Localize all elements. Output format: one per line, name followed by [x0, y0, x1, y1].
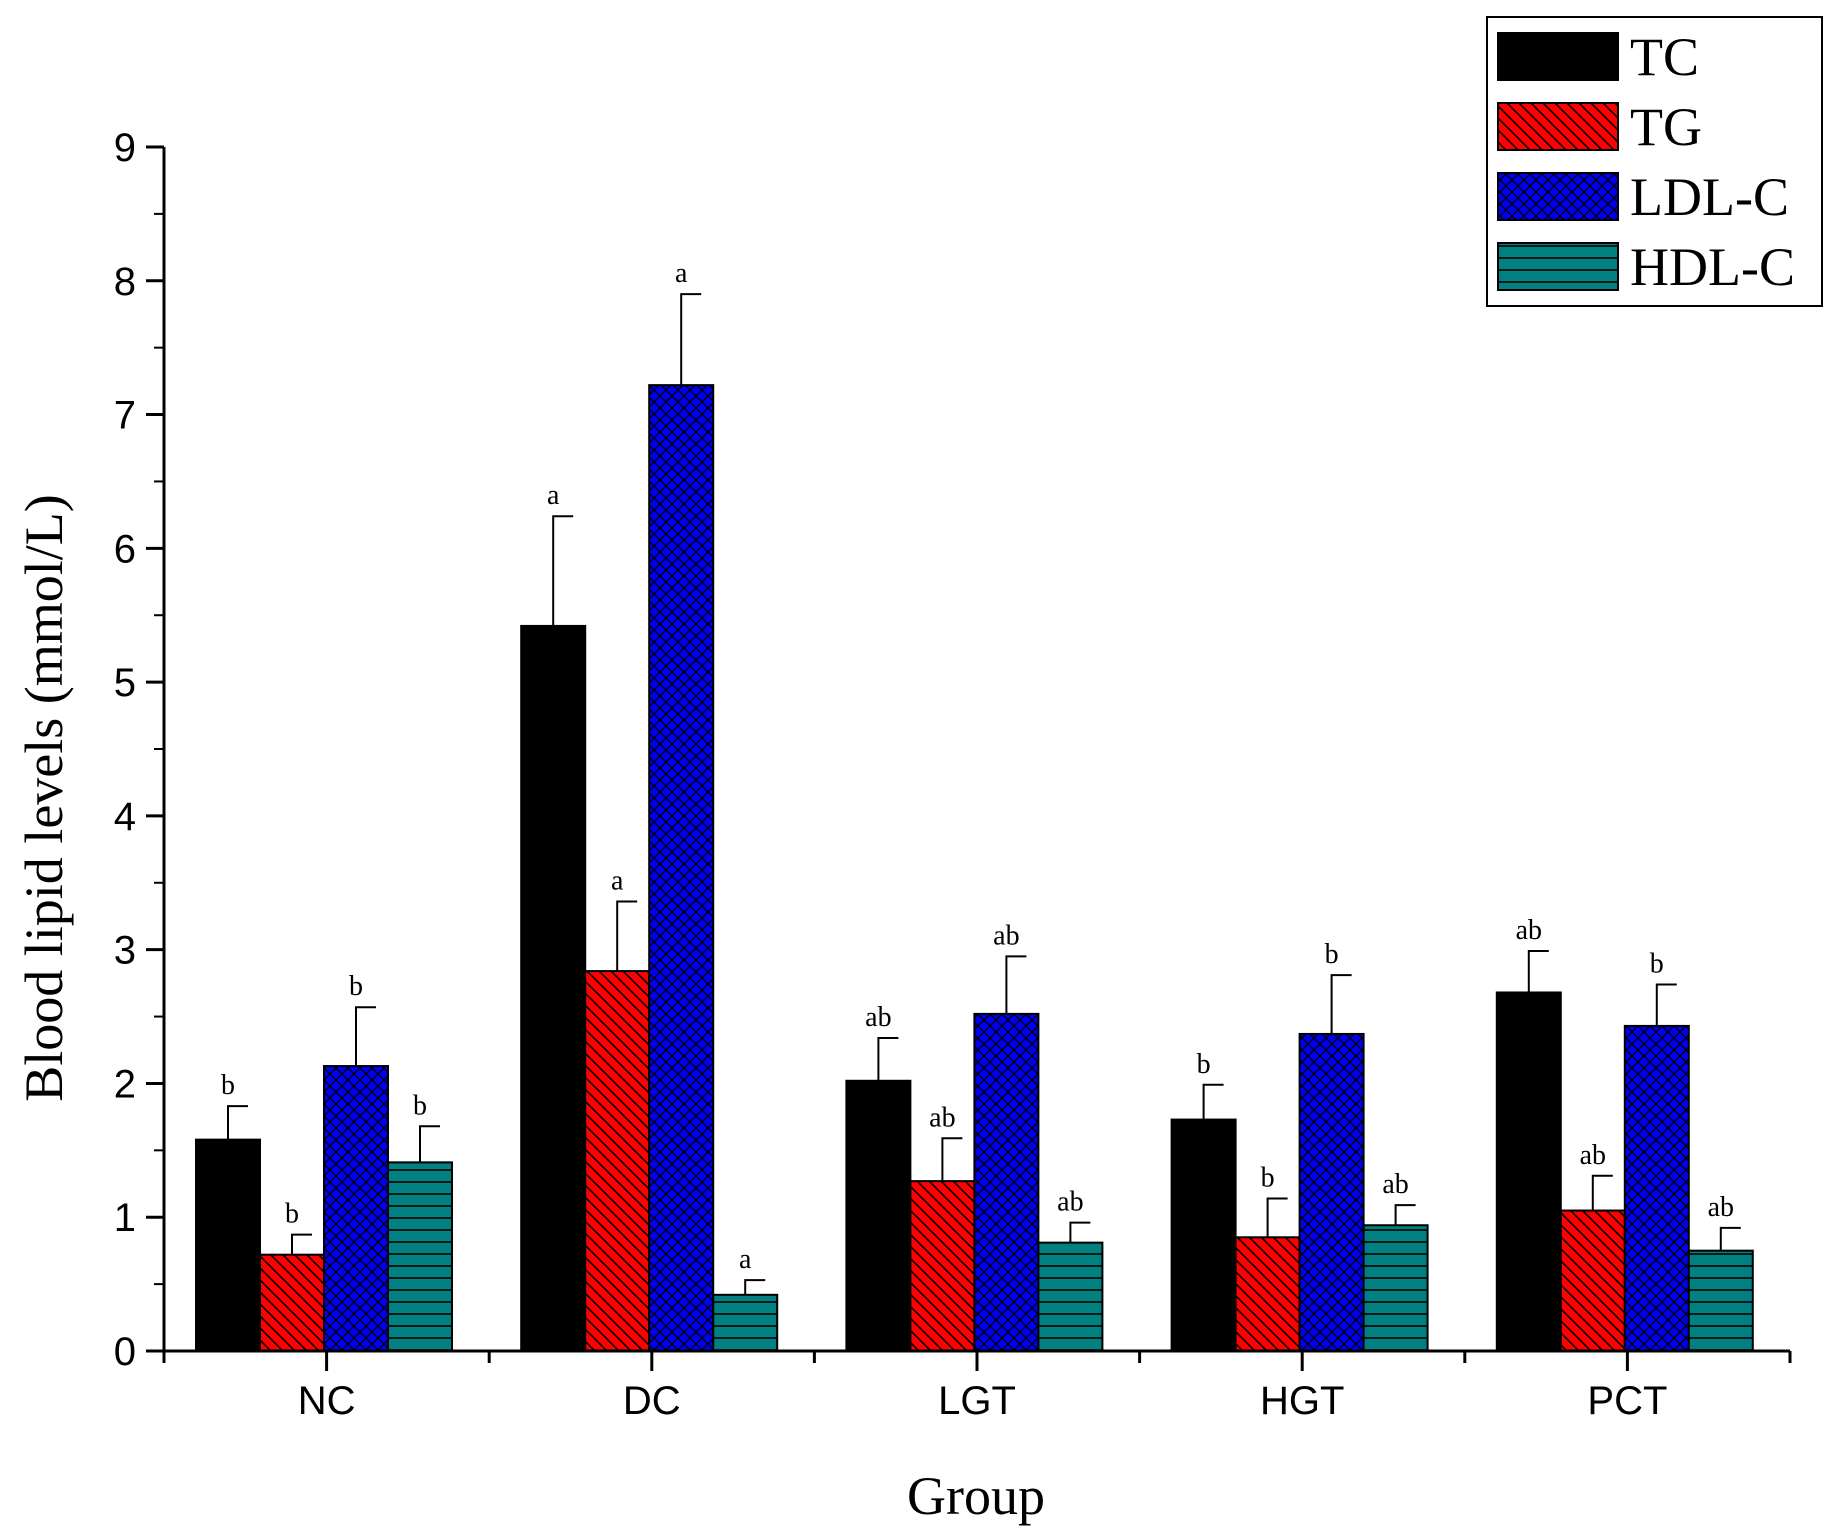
x-tick-label-lgt: LGT	[938, 1379, 1016, 1423]
y-tick-label-8: 8	[114, 260, 136, 304]
sig-label-nc-ldl-c: b	[349, 971, 363, 1002]
error-bar-dc-hdl-c	[744, 1279, 766, 1295]
y-tick-label-5: 5	[114, 661, 136, 705]
bar-hgt-tc	[1170, 1118, 1237, 1353]
legend: TC TG LDL-C HDL-C	[1486, 16, 1823, 307]
sig-label-dc-tc: a	[547, 480, 560, 511]
bar-lgt-ldl-c	[973, 1012, 1040, 1352]
sig-label-lgt-ldl-c: ab	[993, 920, 1019, 951]
legend-label-tc: TC	[1630, 27, 1699, 87]
bar-hgt-hdl-c	[1362, 1224, 1429, 1353]
bar-pct-tg	[1559, 1209, 1626, 1352]
error-bar-dc-tg	[616, 900, 638, 972]
error-bar-lgt-tg	[941, 1137, 963, 1182]
y-tick-label-7: 7	[114, 394, 136, 438]
y-tick-label-9: 9	[114, 126, 136, 170]
x-tick-label-nc: NC	[298, 1379, 356, 1423]
sig-label-lgt-tc: ab	[865, 1002, 891, 1033]
sig-label-pct-tc: ab	[1516, 915, 1542, 946]
bar-nc-tc	[195, 1138, 261, 1352]
bar-lgt-tg	[909, 1180, 976, 1352]
bar-hgt-ldl-c	[1298, 1032, 1365, 1352]
bar-nc-tg	[259, 1253, 325, 1353]
sig-label-dc-tg: a	[611, 866, 624, 897]
bar-nc-hdl-c	[387, 1161, 453, 1352]
error-bar-lgt-hdl-c	[1069, 1221, 1091, 1243]
bar-lgt-tc	[845, 1079, 912, 1353]
y-tick-label-1: 1	[114, 1196, 136, 1240]
sig-label-hgt-hdl-c: ab	[1382, 1169, 1408, 1200]
legend-swatch-ldl-c	[1497, 172, 1619, 221]
sig-label-lgt-hdl-c: ab	[1057, 1187, 1083, 1218]
x-tick-label-hgt: HGT	[1260, 1379, 1344, 1423]
error-bar-hgt-ldl-c	[1330, 974, 1352, 1034]
x-axis-title: Group	[907, 1466, 1045, 1526]
legend-label-tg: TG	[1630, 97, 1702, 157]
legend-swatch-tc	[1497, 32, 1619, 81]
x-tick-label-dc: DC	[623, 1379, 681, 1423]
sig-label-pct-hdl-c: ab	[1708, 1192, 1734, 1223]
y-tick-label-3: 3	[114, 929, 136, 973]
error-bar-hgt-hdl-c	[1394, 1204, 1416, 1226]
error-bar-nc-hdl-c	[419, 1125, 440, 1163]
error-bar-nc-tg	[291, 1233, 312, 1255]
sig-label-nc-tc: b	[221, 1070, 235, 1101]
bar-hgt-tg	[1234, 1236, 1301, 1353]
bar-pct-ldl-c	[1623, 1024, 1690, 1353]
error-bar-dc-ldl-c	[680, 293, 702, 386]
bar-pct-tc	[1495, 991, 1562, 1353]
error-bar-nc-tc	[227, 1105, 248, 1140]
sig-label-nc-tg: b	[285, 1199, 299, 1230]
error-bar-pct-hdl-c	[1719, 1226, 1741, 1251]
bar-pct-hdl-c	[1687, 1249, 1754, 1352]
error-bar-dc-tc	[552, 515, 574, 626]
bar-nc-ldl-c	[323, 1065, 389, 1352]
error-bar-nc-ldl-c	[355, 1006, 376, 1067]
sig-label-nc-hdl-c: b	[413, 1090, 427, 1121]
sig-label-dc-hdl-c: a	[739, 1244, 752, 1275]
error-bar-pct-ldl-c	[1655, 983, 1677, 1026]
sig-label-pct-tg: ab	[1580, 1140, 1606, 1171]
legend-swatch-hdl-c	[1497, 242, 1619, 291]
bar-dc-tc	[520, 624, 587, 1352]
error-bar-pct-tg	[1591, 1174, 1613, 1211]
bar-dc-tg	[584, 970, 651, 1352]
y-axis-title: Blood lipid levels (mmol/L)	[14, 494, 74, 1101]
sig-label-dc-ldl-c: a	[675, 258, 688, 289]
bar-lgt-hdl-c	[1037, 1241, 1104, 1353]
bar-dc-hdl-c	[712, 1293, 779, 1353]
error-bar-lgt-tc	[877, 1036, 899, 1081]
legend-label-ldl-c: LDL-C	[1630, 167, 1789, 227]
x-tick-label-pct: PCT	[1587, 1379, 1667, 1423]
error-bar-hgt-tg	[1266, 1197, 1288, 1238]
legend-swatch-tg	[1497, 102, 1619, 151]
y-tick-label-2: 2	[114, 1062, 136, 1106]
sig-label-hgt-ldl-c: b	[1325, 939, 1339, 970]
sig-label-hgt-tc: b	[1197, 1049, 1211, 1080]
legend-label-hdl-c: HDL-C	[1630, 237, 1795, 297]
bar-dc-ldl-c	[648, 384, 715, 1352]
sig-label-hgt-tg: b	[1261, 1162, 1275, 1193]
y-tick-label-6: 6	[114, 527, 136, 571]
y-tick-label-0: 0	[114, 1330, 136, 1374]
sig-label-pct-ldl-c: b	[1650, 948, 1664, 979]
error-bar-pct-tc	[1527, 950, 1549, 993]
sig-label-lgt-tg: ab	[929, 1102, 955, 1133]
y-tick-label-4: 4	[114, 795, 136, 839]
error-bar-lgt-ldl-c	[1005, 955, 1027, 1014]
error-bar-hgt-tc	[1202, 1083, 1224, 1120]
